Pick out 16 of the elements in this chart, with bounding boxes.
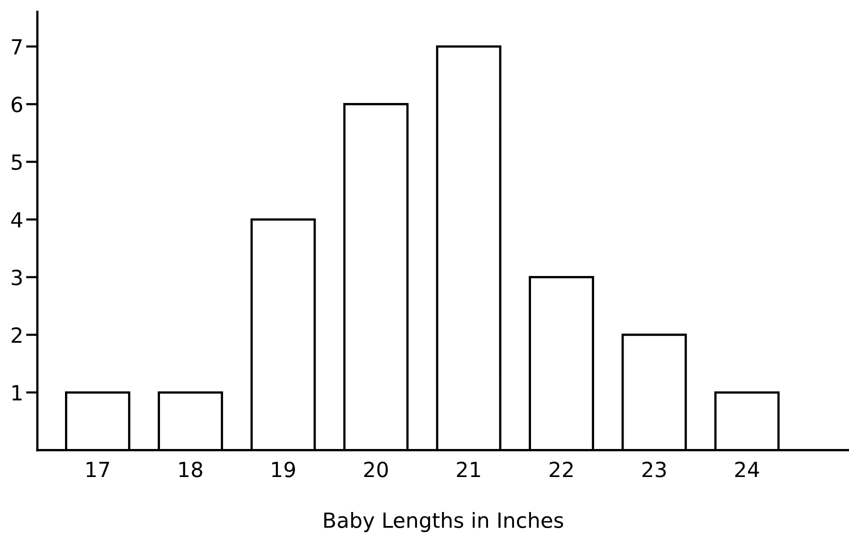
y-tick-label: 5 [12,154,22,170]
x-tick-label: 17 [86,462,110,478]
x-axis-title: Baby Lengths in Inches [324,512,564,532]
y-tick-label: 2 [12,327,22,343]
x-tick-label: 23 [642,462,666,478]
y-tick-label: 7 [12,39,22,54]
y-tick-label: 1 [12,385,22,400]
x-tick-label: 19 [272,462,295,478]
x-tick-label: 21 [456,462,480,478]
y-tick-label: 6 [12,96,22,112]
x-tick-label: 20 [364,462,388,478]
y-tick-label: 3 [12,270,22,286]
x-tick-label: 22 [550,462,573,478]
x-tick-label: 24 [735,462,760,478]
x-tick-label: 18 [179,462,202,478]
y-tick-label: 4 [11,212,22,228]
